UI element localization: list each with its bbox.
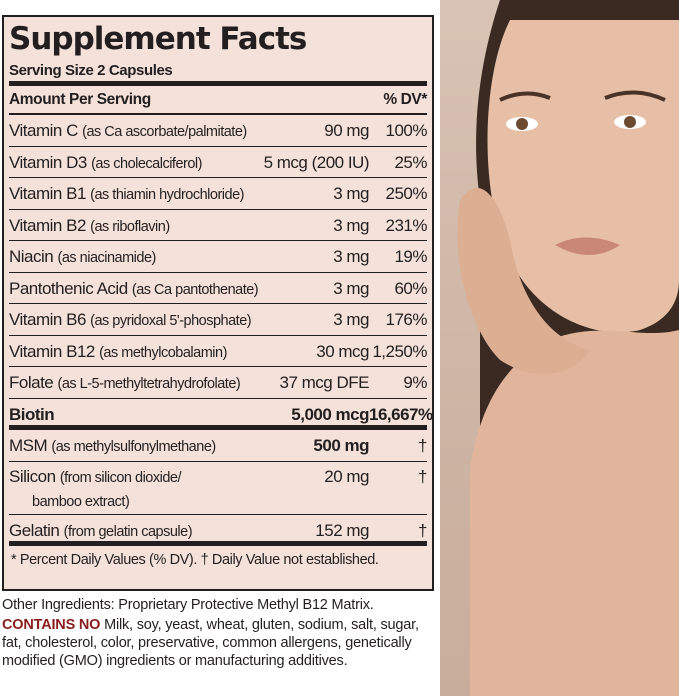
nutrient-dv: †	[418, 520, 427, 540]
panel-title: Supplement Facts	[9, 21, 307, 57]
nutrient-name: Vitamin B12 (as methylcobalamin)	[9, 336, 259, 369]
other-ingredients: Other Ingredients: Proprietary Protectiv…	[2, 596, 434, 670]
nutrient-label: Folate	[9, 373, 54, 392]
nutrient-name: Gelatin (from gelatin capsule)	[9, 515, 259, 548]
nutrient-source: (from gelatin capsule)	[63, 523, 193, 540]
nutrient-label: Vitamin B2	[9, 215, 86, 235]
nutrient-dv: 19%	[394, 247, 427, 266]
nutrient-label: Gelatin	[9, 520, 60, 540]
nutrient-source: (as thiamin hydrochloride)	[90, 187, 244, 203]
nutrient-dv: 250%	[385, 184, 428, 203]
nutrient-source: (as methylsulfonylmethane)	[51, 439, 216, 455]
nutrient-amount: 5 mcg (200 IU)	[263, 152, 370, 172]
nutrient-label: Vitamin D3	[9, 152, 87, 172]
nutrient-amount: 3 mg	[333, 184, 369, 203]
nutrient-label: Silicon	[9, 466, 56, 486]
nutrient-name: Vitamin C (as Ca ascorbate/palmitate)	[9, 115, 259, 148]
nutrient-name: Niacin (as niacinamide)	[9, 241, 259, 274]
nutrient-source: (as methylcobalamin)	[99, 344, 227, 361]
nutrient-name: Vitamin D3 (as cholecalciferol)	[9, 147, 259, 180]
nutrient-name: Pantothenic Acid (as Ca pantothenate)	[9, 273, 259, 306]
nutrient-name: MSM (as methylsulfonylmethane)	[9, 430, 259, 463]
nutrient-name: Vitamin B6 (as pyridoxal 5'-phosphate)	[9, 304, 259, 337]
nutrient-source: (as cholecalciferol)	[91, 155, 202, 172]
nutrient-amount: 3 mg	[333, 247, 369, 266]
nutrient-name: Folate (as L-5-methyltetrahydrofolate)	[9, 367, 259, 400]
nutrient-row: Gelatin (from gelatin capsule) 152 mg †	[9, 515, 428, 548]
nutrient-amount: 20 mg	[324, 466, 369, 486]
nutrient-amount: 3 mg	[333, 278, 369, 298]
nutrient-name: Biotin	[9, 399, 259, 432]
nutrient-dv: †	[418, 436, 427, 455]
footnote: * Percent Daily Values (% DV). † Daily V…	[11, 552, 379, 568]
nutrient-dv: 1,250%	[372, 341, 427, 361]
model-photo	[440, 0, 679, 696]
nutrient-amount: 90 mg	[324, 121, 369, 140]
nutrient-amount: 37 mcg DFE	[279, 373, 370, 392]
nutrient-source: (as pyridoxal 5'-phosphate)	[90, 313, 252, 329]
supplement-facts-panel: Supplement Facts Serving Size 2 Capsules…	[2, 15, 434, 591]
dv-header: % DV*	[383, 91, 427, 108]
nutrient-dv: 60%	[394, 278, 427, 298]
nutrient-row: Niacin (as niacinamide) 3 mg 19%	[9, 241, 428, 274]
nutrient-dv: †	[418, 466, 427, 486]
nutrient-row: Silicon (from silicon dioxide/bamboo ext…	[9, 462, 428, 515]
nutrient-source: (as riboflavin)	[90, 218, 170, 235]
nutrient-row: Vitamin B6 (as pyridoxal 5'-phosphate) 3 …	[9, 304, 428, 337]
nutrient-row: Vitamin B1 (as thiamin hydrochloride) 3 m…	[9, 178, 428, 211]
woman-face-image	[457, 0, 679, 696]
nutrient-amount: 30 mcg	[316, 341, 369, 361]
nutrient-dv: 25%	[394, 152, 427, 172]
contains-no-label: CONTAINS NO	[2, 617, 101, 633]
contains-no-list: Milk, soy, yeast, wheat, gluten, sodium,…	[2, 617, 419, 669]
nutrient-label: MSM	[9, 436, 48, 455]
nutrient-label: Vitamin B1	[9, 184, 86, 203]
other-ingredients-text: Other Ingredients: Proprietary Protectiv…	[2, 597, 374, 613]
nutrient-amount: 5,000 mcg	[291, 404, 369, 424]
nutrient-amount: 3 mg	[333, 215, 369, 235]
nutrient-name: Silicon (from silicon dioxide/bamboo ext…	[9, 465, 259, 514]
nutrient-label: Vitamin C	[9, 121, 78, 140]
nutrient-amount: 152 mg	[315, 520, 369, 540]
nutrient-label: Pantothenic Acid	[9, 278, 128, 298]
nutrient-label: Niacin	[9, 247, 54, 266]
nutrient-row: Biotin 5,000 mcg 16,667%	[9, 399, 433, 432]
nutrient-source: (as Ca ascorbate/palmitate)	[82, 124, 247, 140]
nutrient-name: Vitamin B1 (as thiamin hydrochloride)	[9, 178, 259, 211]
nutrient-dv: 9%	[403, 373, 427, 392]
nutrient-name: Vitamin B2 (as riboflavin)	[9, 210, 259, 243]
nutrient-source: (as niacinamide)	[57, 250, 156, 266]
nutrient-source: (as Ca pantothenate)	[131, 281, 259, 298]
nutrient-row: Vitamin D3 (as cholecalciferol) 5 mcg (20…	[9, 147, 428, 180]
nutrient-label: Vitamin B6	[9, 310, 86, 329]
nutrient-amount: 500 mg	[313, 436, 369, 455]
serving-size: Serving Size 2 Capsules	[9, 57, 427, 86]
column-header: Amount Per Serving % DV*	[9, 86, 427, 115]
nutrient-row: Folate (as L-5-methyltetrahydrofolate) 37…	[9, 367, 428, 400]
nutrient-dv: 100%	[385, 121, 428, 140]
nutrient-amount: 3 mg	[333, 310, 369, 329]
nutrient-source: (from silicon dioxide/	[59, 469, 182, 486]
nutrient-row: Vitamin B12 (as methylcobalamin) 30 mcg 1,…	[9, 336, 428, 369]
nutrient-source: (as L-5-methyltetrahydrofolate)	[57, 376, 241, 392]
amount-per-serving-header: Amount Per Serving	[9, 91, 151, 108]
nutrient-source-cont: bamboo extract)	[32, 493, 130, 510]
nutrient-dv: 231%	[385, 215, 428, 235]
nutrient-row: Vitamin B2 (as riboflavin) 3 mg 231%	[9, 210, 428, 243]
nutrient-row: Pantothenic Acid (as Ca pantothenate) 3 m…	[9, 273, 428, 306]
nutrient-row: Vitamin C (as Ca ascorbate/palmitate) 90 …	[9, 115, 428, 148]
contains-no-text: CONTAINS NO Milk, soy, yeast, wheat, glu…	[2, 616, 434, 670]
nutrient-label: Biotin	[9, 404, 55, 424]
nutrient-label: Vitamin B12	[9, 341, 95, 361]
nutrient-dv: 16,667%	[369, 404, 433, 424]
nutrient-dv: 176%	[385, 310, 428, 329]
nutrient-row: MSM (as methylsulfonylmethane) 500 mg †	[9, 430, 428, 463]
